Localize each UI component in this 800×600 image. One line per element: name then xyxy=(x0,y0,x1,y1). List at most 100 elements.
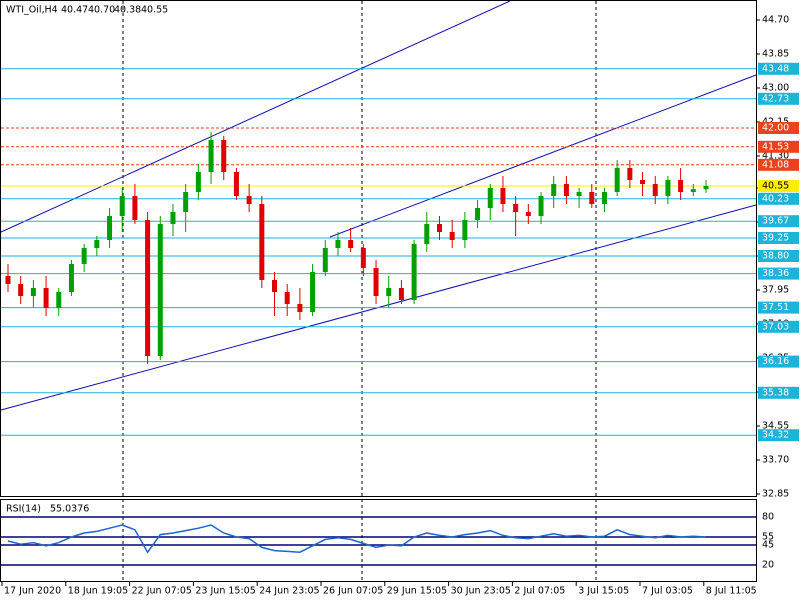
x-tick-label: 8 Jul 11:05 xyxy=(706,586,757,597)
rsi-pane xyxy=(0,499,757,582)
y-tick-label: 32.85 xyxy=(762,489,789,500)
candle-body xyxy=(360,248,366,268)
x-tick-label: 7 Jul 03:05 xyxy=(642,586,693,597)
candle-body xyxy=(246,196,252,204)
rsi-title: RSI(14) xyxy=(6,504,41,515)
y-tick-label: 41.30 xyxy=(762,151,789,162)
candle-body xyxy=(119,196,125,216)
x-tick-label: 17 Jun 2020 xyxy=(4,586,61,597)
x-tick-label: 23 Jun 15:05 xyxy=(195,586,255,597)
candle-body xyxy=(665,180,671,196)
x-tick-label: 18 Jun 19:05 xyxy=(68,586,128,597)
candle-body xyxy=(348,240,354,248)
level-box xyxy=(758,320,799,333)
candle-body xyxy=(627,168,633,180)
level-labels: 43.48 42.73 42.00 41.53 41.08 40.23 39.67 39.25… xyxy=(758,62,799,442)
y-tick-label: 43.00 xyxy=(762,83,789,94)
candle-body xyxy=(424,224,430,244)
level-label: 41.08 xyxy=(762,159,789,170)
x-tick-label: 26 Jun 07:05 xyxy=(323,586,383,597)
quote-close: 40.55 xyxy=(141,5,168,16)
y-tick-label: 43.85 xyxy=(762,49,789,60)
candle-body xyxy=(500,188,506,204)
x-tick-label: 24 Jun 23:05 xyxy=(259,586,319,597)
current-price-box xyxy=(758,180,799,192)
level-box xyxy=(758,140,799,153)
candle-body xyxy=(398,288,404,300)
x-tick-label: 2 Jul 07:05 xyxy=(514,586,565,597)
day-separators xyxy=(122,1,597,582)
rsi-last: 55.0376 xyxy=(50,504,89,515)
level-label: 39.67 xyxy=(762,216,789,227)
level-label: 41.53 xyxy=(762,141,789,152)
price-pane xyxy=(0,0,757,497)
level-box xyxy=(758,250,799,262)
candle-body xyxy=(652,184,658,196)
level-label: 40.23 xyxy=(762,193,789,204)
candle-body xyxy=(18,284,24,296)
rsi-level-label: 20 xyxy=(762,560,774,571)
candle-body xyxy=(195,172,201,192)
x-tick-label: 30 Jun 23:05 xyxy=(451,586,511,597)
x-axis: 17 Jun 2020 18 Jun 19:05 22 Jun 07:05 23 Ju… xyxy=(1,582,757,597)
candle-body xyxy=(551,184,557,196)
level-label: 38.80 xyxy=(762,251,789,262)
candle-body xyxy=(157,224,163,356)
chart-title: WTI_Oil,H4 xyxy=(6,5,58,16)
candle-body xyxy=(43,288,49,308)
candle-body xyxy=(386,288,392,296)
level-label: 39.25 xyxy=(762,233,789,244)
candle-body xyxy=(576,192,582,196)
level-box xyxy=(758,301,799,314)
candle-body xyxy=(170,212,176,224)
candle-body xyxy=(272,280,278,292)
candle-body xyxy=(563,184,569,196)
x-tick-label: 22 Jun 07:05 xyxy=(132,586,192,597)
candle-body xyxy=(5,276,11,284)
quote-low: 40.38 xyxy=(114,5,141,16)
candle-body xyxy=(678,180,684,192)
level-box xyxy=(758,429,799,442)
candle-body xyxy=(614,168,620,192)
level-label: 42.00 xyxy=(762,123,789,134)
candle-body xyxy=(208,140,214,172)
candle-body xyxy=(335,240,341,248)
candle-body xyxy=(259,204,265,280)
rsi-level-label: 55 xyxy=(762,532,774,543)
level-label: 37.51 xyxy=(762,302,789,313)
level-box xyxy=(758,122,799,134)
channel-mid xyxy=(329,74,757,238)
level-box xyxy=(758,232,799,244)
candle-body xyxy=(94,240,100,248)
y-tick-label: 44.70 xyxy=(762,15,789,26)
candle-body xyxy=(411,244,417,300)
candle-body xyxy=(703,186,709,190)
candle-body xyxy=(221,140,227,172)
candle-body xyxy=(640,180,646,184)
level-label: 37.03 xyxy=(762,321,789,332)
rsi-level-label: 45 xyxy=(762,540,774,551)
candles xyxy=(5,132,709,364)
candle-body xyxy=(538,196,544,216)
level-label: 35.38 xyxy=(762,387,789,398)
candle-body xyxy=(322,248,328,272)
level-box xyxy=(758,192,799,205)
candle-body xyxy=(233,172,239,196)
channel-upper xyxy=(0,0,511,233)
candle-body xyxy=(601,192,607,204)
level-label: 36.16 xyxy=(762,356,789,367)
candle-body xyxy=(690,189,696,192)
candle-body xyxy=(373,268,379,296)
candle-body xyxy=(145,220,151,356)
candle-body xyxy=(68,264,74,292)
candle-body xyxy=(284,292,290,304)
candle-body xyxy=(107,216,113,240)
candle-body xyxy=(81,248,87,264)
candle-body xyxy=(30,288,36,296)
level-label: 38.36 xyxy=(762,268,789,279)
level-box xyxy=(758,386,799,399)
candle-body xyxy=(475,208,481,220)
candle-body xyxy=(183,192,189,212)
y-tick-label: 37.95 xyxy=(762,285,789,296)
